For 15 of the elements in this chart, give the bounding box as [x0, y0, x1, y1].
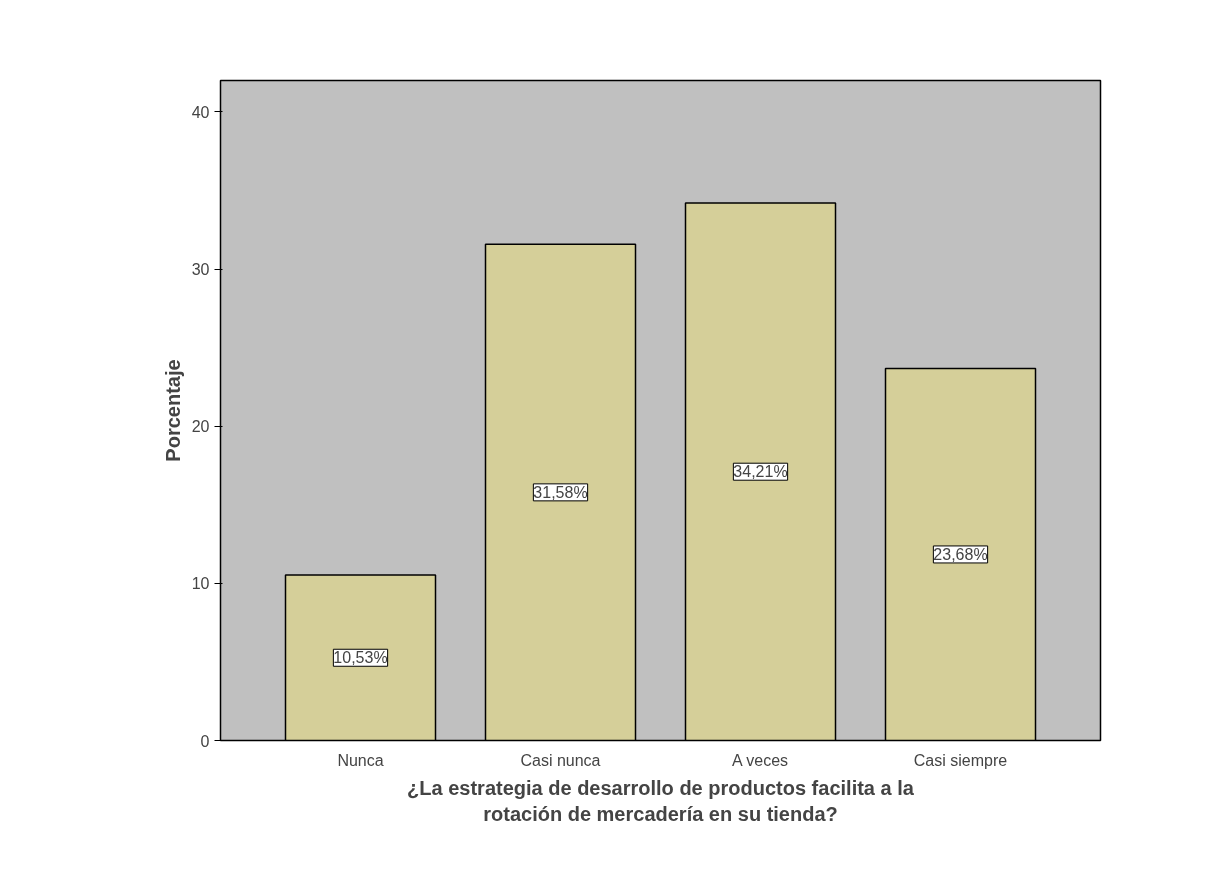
- data-label: 23,68%: [933, 545, 988, 563]
- data-label: 10,53%: [333, 649, 388, 667]
- x-tick-label: Nunca: [337, 751, 384, 769]
- y-tick-label: 30: [191, 261, 210, 279]
- y-tick-label: 10: [191, 575, 210, 593]
- x-tick-label: Casi siempre: [913, 751, 1008, 769]
- y-axis-title: Porcentaje: [161, 359, 184, 462]
- x-tick-label: Casi nunca: [520, 751, 601, 769]
- y-tick-label: 40: [191, 103, 210, 121]
- y-tick-label: 0: [200, 732, 210, 750]
- data-label: 31,58%: [533, 483, 588, 501]
- x-tick-label: A veces: [732, 751, 789, 769]
- data-label: 34,21%: [733, 463, 788, 481]
- x-axis-title: ¿La estrategia de desarrollo de productos facilita a la rotación de mercadería en su tienda?: [407, 776, 915, 825]
- y-tick-label: 20: [191, 418, 210, 436]
